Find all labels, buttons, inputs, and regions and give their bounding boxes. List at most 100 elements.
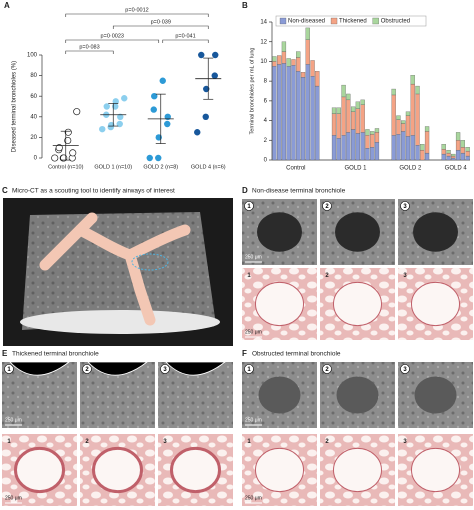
airway [413,212,458,252]
y-tick-label: 60 [30,94,37,100]
bar-segment [415,93,420,146]
airway [92,446,143,494]
airway [333,281,382,327]
bar-segment [405,136,411,161]
airway [170,446,221,494]
y-tick-label: 100 [27,53,38,59]
significance-bracket [162,39,209,43]
data-point [69,149,77,157]
bar-segment [350,111,356,130]
group-label: GOLD 4 [445,166,468,172]
bar-segment [424,126,430,132]
bar-segment [360,99,365,105]
tile-label: 2 [85,439,89,445]
airway [257,212,302,252]
airway [14,446,65,494]
data-point [150,106,157,113]
bar-segment [336,107,341,114]
group-label: GOLD 2 [399,166,422,172]
bar-segment [396,115,401,120]
panel-letter: B [242,1,248,10]
significance-bracket [65,39,160,43]
tile-label: 1 [247,273,251,279]
significance-bracket [112,25,209,29]
airway [414,376,457,414]
tile-label: 3 [403,367,407,373]
bar-segment [405,115,411,137]
x-tick-label: GOLD 1 (n=10) [94,164,132,170]
tile-label-circle [322,364,332,374]
bar-segment [281,63,287,161]
bar-segment [441,144,446,150]
scale-bar-label: 250 μm [245,495,262,501]
data-point [155,134,162,141]
bar-segment [460,152,465,161]
tile-label: 3 [403,273,407,279]
legend-label: Thickened [339,19,367,25]
airway [336,376,379,414]
bar-segment [341,84,346,98]
bar-segment [455,140,461,151]
panel-letter: D [242,186,248,195]
airway [255,281,304,327]
scale-bar-label: 250 μm [5,495,22,501]
tile-label: 3 [403,439,407,445]
p-value: p=0·041 [175,33,195,39]
bar-segment [370,134,375,148]
y-tick-label: 6 [264,98,268,104]
p-value: p=0·0023 [101,33,124,39]
bar-segment [296,51,301,58]
data-point [151,93,158,100]
data-point [164,113,171,121]
scale-bar-label: 250 μm [245,254,262,260]
y-axis-label: Diseased terminal bronchioles (%) [12,61,18,152]
bar-segment [305,27,310,40]
y-axis-label: Terminal bronchioles per mL of lung [249,48,255,135]
data-point [73,108,81,116]
bar-segment [441,149,446,155]
tile-label-circle [322,201,332,211]
bar-segment [305,64,310,161]
bar-segment [355,108,361,134]
bar-segment [277,55,282,65]
bar-segment [355,133,361,161]
bar-segment [365,129,370,136]
bar-segment [410,75,415,85]
data-point [146,154,153,162]
bar-segment [391,88,396,96]
tile-label: 3 [163,367,167,373]
bar-segment [396,134,401,161]
legend-swatch [372,17,379,25]
bar-segment [350,129,356,161]
bar-segment [374,142,380,161]
scale-bar-label: 250 μm [245,417,262,423]
bar-segment [281,41,287,52]
scale-bar-label: 250 μm [5,417,22,423]
bar-segment [291,65,296,161]
y-tick-label: 14 [260,20,267,26]
legend-label: Obstructed [381,19,410,25]
bar-segment [424,131,430,154]
y-tick-label: 12 [260,39,267,45]
airway [411,447,460,493]
y-tick-label: 10 [260,59,267,65]
group-label: GOLD 1 [344,166,367,172]
bar-segment [420,149,425,161]
data-point [116,120,123,128]
bar-segment [446,149,451,154]
tile-label: 1 [7,367,11,373]
airway [258,376,301,414]
bar-segment [310,60,315,77]
bar-segment [310,76,315,161]
data-point [203,85,210,93]
bar-segment [336,113,341,139]
panel-letter: F [242,349,247,358]
bar-segment [401,131,406,161]
bar-segment [315,85,320,161]
tile-label-circle [400,201,410,211]
x-tick-label: GOLD 4 (n=6) [191,164,226,170]
tile-label: 1 [247,439,251,445]
tile-label-circle [82,364,92,374]
bar-segment [272,66,277,161]
